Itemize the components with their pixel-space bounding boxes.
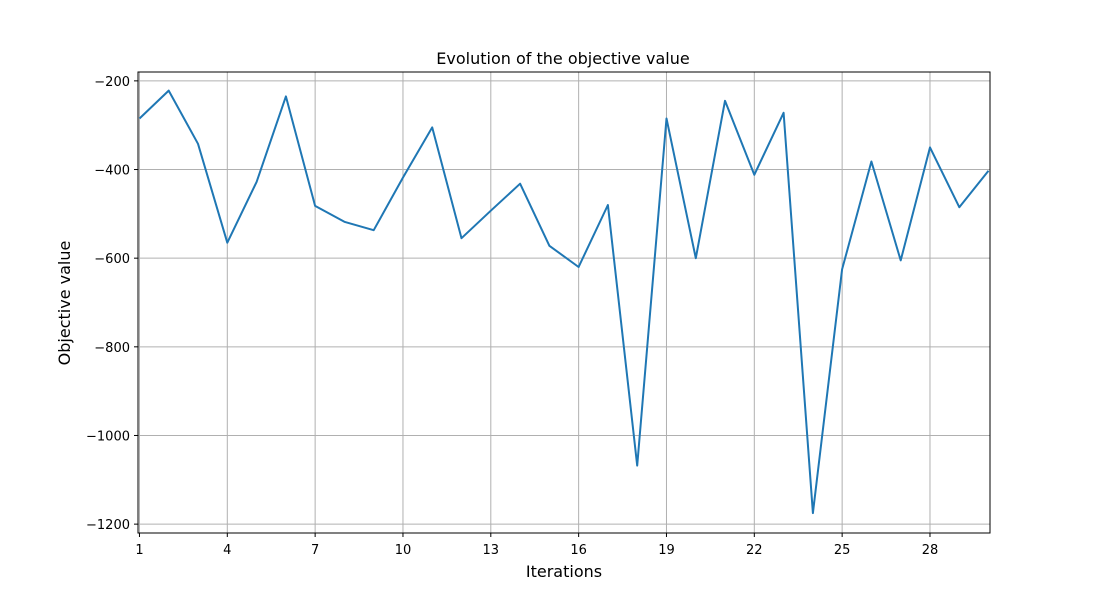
x-tick-label: 22 — [746, 543, 763, 558]
x-axis-ticks: 1 4 7 10 13 16 19 22 25 28 — [135, 533, 938, 558]
x-tick-label: 19 — [658, 543, 675, 558]
x-tick-label: 1 — [135, 543, 143, 558]
chart-title: Evolution of the objective value — [436, 49, 689, 68]
y-tick-label: −800 — [94, 341, 130, 356]
y-axis-ticks: −200 −400 −600 −800 −1000 −1200 — [86, 75, 138, 533]
y-tick-label: −200 — [94, 75, 130, 90]
series-line — [138, 89, 990, 515]
x-tick-label: 13 — [483, 543, 500, 558]
y-axis-label: Objective value — [55, 241, 74, 366]
x-tick-label: 16 — [570, 543, 587, 558]
plot-frame — [137, 71, 991, 534]
y-tick-label: −400 — [94, 164, 130, 179]
grid — [138, 72, 990, 533]
x-tick-label: 10 — [395, 543, 412, 558]
y-tick-label: −1200 — [86, 518, 130, 533]
plot-area — [138, 89, 990, 515]
y-tick-label: −600 — [94, 252, 130, 267]
y-tick-label: −1000 — [86, 429, 130, 444]
x-axis-label: Iterations — [526, 562, 602, 581]
x-tick-label: 4 — [223, 543, 231, 558]
x-tick-label: 28 — [922, 543, 939, 558]
x-tick-label: 7 — [311, 543, 319, 558]
x-tick-label: 25 — [834, 543, 851, 558]
